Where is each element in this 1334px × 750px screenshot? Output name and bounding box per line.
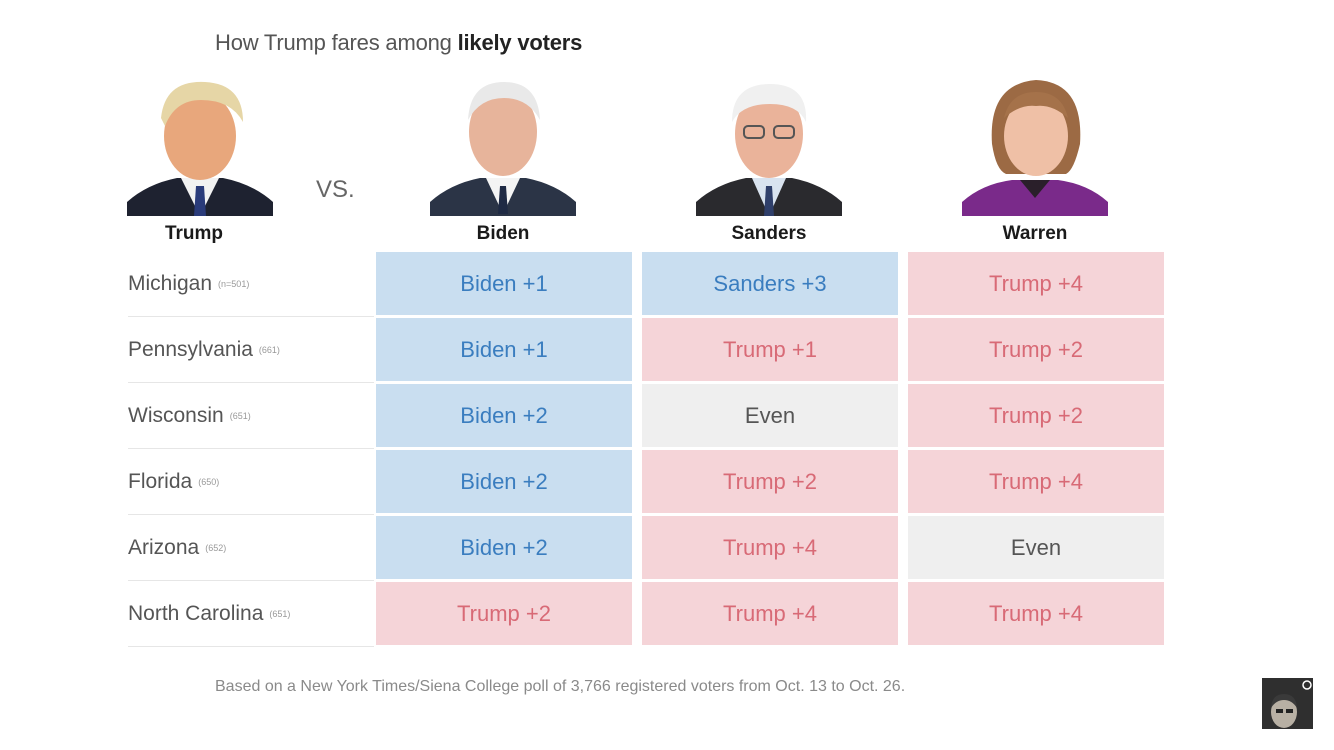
footer-note: Based on a New York Times/Siena College … [215, 678, 906, 695]
state-label: Florida (650) [128, 450, 219, 514]
biden-name: Biden [476, 223, 530, 244]
sample-size: (650) [198, 477, 220, 488]
result-cell: Biden +2 [376, 450, 632, 513]
result-cell: Trump +2 [642, 450, 898, 513]
sample-size: (651) [269, 609, 291, 620]
state-name: Arizona [128, 536, 200, 559]
state-label: Arizona (652) [128, 516, 226, 580]
result-cell: Trump +4 [908, 582, 1164, 645]
sample-size: (661) [258, 345, 280, 356]
result-cell: Biden +1 [376, 252, 632, 315]
result-cell: Trump +4 [908, 450, 1164, 513]
row-divider [128, 580, 374, 581]
row-divider [128, 646, 374, 647]
state-label: Wisconsin (651) [128, 384, 251, 448]
sample-size: (652) [205, 543, 227, 554]
state-name: Michigan [128, 272, 213, 295]
result-cell: Trump +2 [908, 384, 1164, 447]
state-name: Florida [128, 470, 193, 493]
result-cell: Even [642, 384, 898, 447]
biden-portrait [430, 74, 576, 216]
chart-title: How Trump fares among likely voters [215, 30, 582, 56]
row-divider [128, 448, 374, 449]
result-cell: Trump +2 [376, 582, 632, 645]
sanders-portrait [696, 74, 842, 216]
vs-label: VS. [316, 176, 355, 203]
watermark-logo [1262, 678, 1313, 729]
state-name: Pennsylvania [128, 338, 253, 361]
sanders-name: Sanders [731, 223, 807, 244]
row-divider [128, 382, 374, 383]
warren-name: Warren [1002, 223, 1068, 244]
result-cell: Biden +2 [376, 516, 632, 579]
state-label: Pennsylvania (661) [128, 318, 280, 382]
result-cell: Trump +1 [642, 318, 898, 381]
chart-title-bold: likely voters [457, 30, 583, 55]
row-divider [128, 514, 374, 515]
row-divider [128, 316, 374, 317]
result-cell: Sanders +3 [642, 252, 898, 315]
result-cell: Trump +2 [908, 318, 1164, 381]
result-cell: Trump +4 [908, 252, 1164, 315]
sample-size: (n=501) [218, 279, 250, 290]
sample-size: (651) [229, 411, 251, 422]
warren-portrait [962, 74, 1108, 216]
chart-title-prefix: How Trump fares among [215, 30, 458, 55]
state-name: Wisconsin [128, 404, 224, 427]
state-label: Michigan (n=501) [128, 252, 249, 316]
result-cell: Even [908, 516, 1164, 579]
state-label: North Carolina (651) [128, 582, 290, 646]
result-cell: Trump +4 [642, 582, 898, 645]
trump-name: Trump [164, 223, 224, 244]
result-cell: Trump +4 [642, 516, 898, 579]
result-cell: Biden +2 [376, 384, 632, 447]
result-cell: Biden +1 [376, 318, 632, 381]
trump-portrait [127, 74, 273, 216]
state-name: North Carolina [128, 602, 264, 625]
